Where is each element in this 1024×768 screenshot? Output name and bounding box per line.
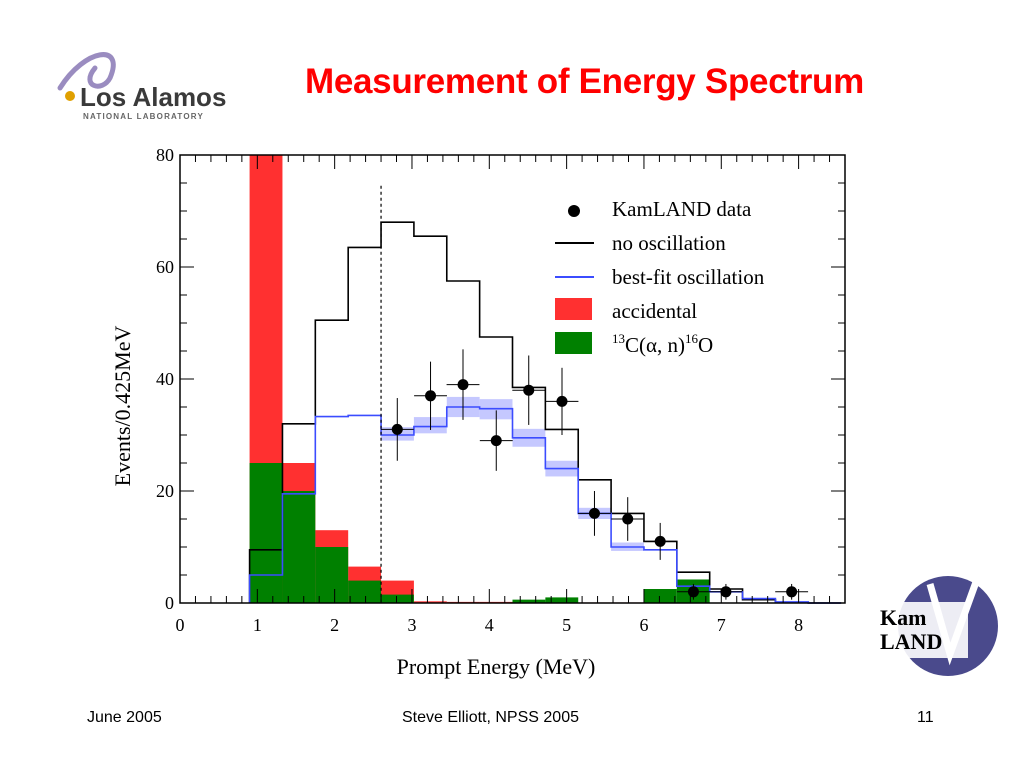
x-tick-label: 0 — [176, 615, 185, 635]
y-tick-label: 40 — [156, 369, 174, 389]
y-tick-label: 60 — [156, 257, 174, 277]
histogram-bar — [643, 589, 677, 603]
series-13c-n-16o — [249, 463, 710, 603]
x-tick-label: 5 — [562, 615, 571, 635]
histogram-bar — [348, 580, 382, 603]
legend-label: KamLAND data — [612, 197, 752, 221]
x-tick-label: 3 — [407, 615, 416, 635]
los-alamos-logo: Los Alamos NATIONAL LABORATORY — [57, 52, 226, 121]
histogram-bar — [381, 594, 414, 603]
data-point — [687, 586, 699, 598]
data-point — [425, 390, 437, 402]
legend-text-part: C( — [625, 333, 646, 357]
kamland-logo-line2: LAND — [880, 629, 942, 654]
y-tick-label: 20 — [156, 481, 174, 501]
data-point — [622, 513, 634, 525]
lanl-name: Los Alamos — [80, 82, 226, 112]
histogram-bar — [545, 597, 579, 603]
y-axis-label: Events/0.425MeV — [110, 326, 135, 487]
best-fit-oscillation-line — [248, 406, 842, 604]
legend-text-part: O — [698, 333, 713, 357]
legend-label: best-fit oscillation — [612, 265, 765, 289]
logo-dot-icon — [65, 91, 75, 101]
no-oscillation-line — [248, 221, 842, 604]
legend-marker-box — [555, 298, 592, 320]
histogram-bar — [512, 599, 546, 603]
x-axis-label: Prompt Energy (MeV) — [397, 654, 596, 679]
chart-legend: KamLAND data no oscillation best-fit oscil… — [555, 197, 765, 357]
legend-superscript: 16 — [685, 331, 699, 346]
legend-entry: KamLAND data — [568, 197, 752, 221]
data-point — [786, 586, 798, 598]
data-point — [556, 395, 568, 407]
x-tick-label: 1 — [253, 615, 262, 635]
legend-entry: best-fit oscillation — [555, 265, 765, 289]
logo-swoosh-icon — [57, 52, 116, 91]
data-point — [391, 423, 403, 435]
data-point — [457, 379, 469, 391]
x-tick-label: 7 — [717, 615, 726, 635]
footer-page-number: 11 — [917, 709, 934, 726]
slide-title: Measurement of Energy Spectrum — [305, 62, 864, 101]
legend-superscript: 13 — [612, 331, 625, 346]
legend-label: no oscillation — [612, 231, 726, 255]
legend-entry: accidental — [555, 298, 697, 323]
energy-spectrum-chart: 0 20 40 60 80 0 1 2 3 4 5 6 7 8 Events/0.425MeV Promp… — [110, 145, 846, 679]
data-point — [654, 535, 666, 547]
footer-author: Steve Elliott, NPSS 2005 — [402, 709, 579, 726]
histogram-bar — [249, 463, 283, 603]
x-axis-ticks: 0 1 2 3 4 5 6 7 8 — [176, 155, 831, 635]
legend-marker-box — [555, 332, 592, 354]
kamland-logo: Kam LAND — [876, 576, 998, 676]
legend-label: accidental — [612, 299, 697, 323]
data-point — [490, 435, 502, 447]
lanl-subname: NATIONAL LABORATORY — [83, 112, 204, 121]
kamland-logo-line1: Kam — [880, 605, 926, 630]
x-tick-label: 2 — [330, 615, 339, 635]
histogram-bar — [413, 601, 447, 603]
footer-date: June 2005 — [87, 709, 162, 726]
y-tick-label: 80 — [156, 145, 174, 165]
histogram-bar — [315, 547, 349, 603]
y-axis-ticks: 0 20 40 60 80 — [156, 145, 845, 613]
legend-marker-point — [568, 205, 580, 217]
kamland-data-points — [380, 349, 809, 600]
data-point — [588, 507, 600, 519]
legend-entry: 13C(α, n)16O — [555, 331, 713, 357]
y-tick-label: 0 — [165, 593, 174, 613]
data-point — [523, 384, 535, 396]
histogram-bar — [282, 491, 316, 603]
x-tick-label: 6 — [639, 615, 648, 635]
legend-label: 13C(α, n)16O — [612, 331, 713, 357]
x-tick-label: 4 — [485, 615, 494, 635]
legend-text-part: α, n) — [646, 333, 685, 357]
legend-entry: no oscillation — [555, 231, 726, 255]
data-point — [720, 586, 732, 598]
x-tick-label: 8 — [794, 615, 803, 635]
